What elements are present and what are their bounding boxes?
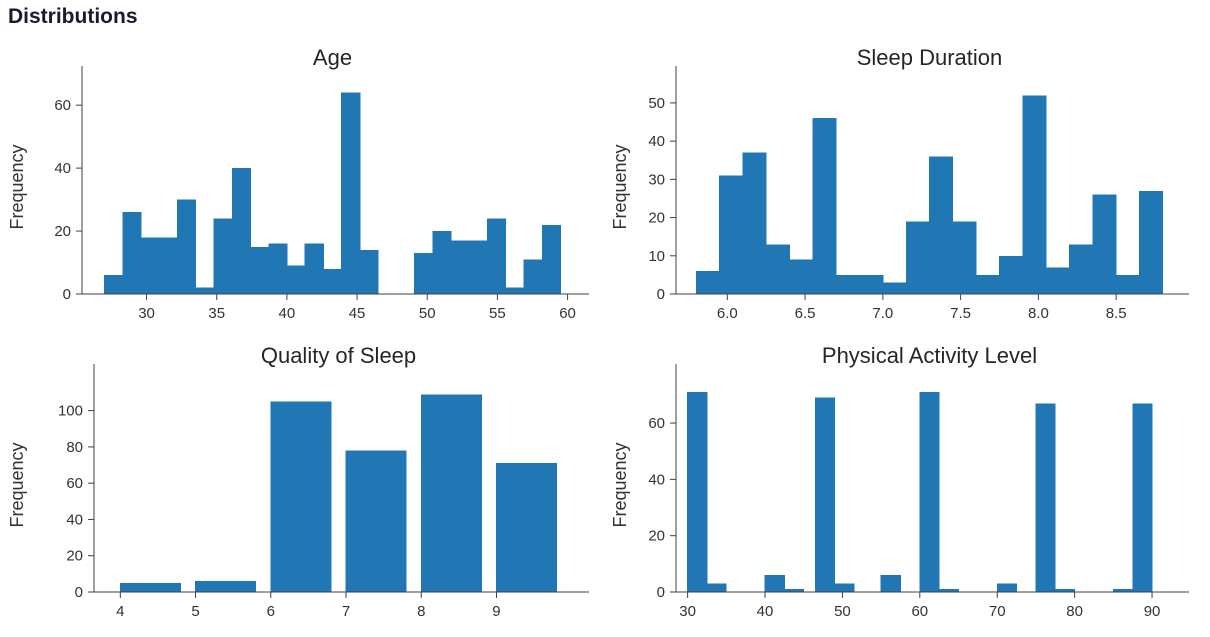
svg-text:0: 0: [657, 584, 665, 601]
svg-text:100: 100: [58, 403, 83, 420]
svg-text:8.5: 8.5: [1106, 305, 1127, 322]
svg-text:0: 0: [75, 584, 83, 601]
svg-text:Age: Age: [313, 45, 352, 70]
svg-text:90: 90: [1144, 603, 1161, 620]
svg-text:40: 40: [757, 603, 774, 620]
svg-text:35: 35: [208, 305, 225, 322]
svg-text:4: 4: [116, 603, 124, 620]
svg-text:80: 80: [66, 439, 83, 456]
svg-text:60: 60: [648, 415, 665, 432]
svg-text:Frequency: Frequency: [610, 442, 630, 527]
svg-text:5: 5: [191, 603, 199, 620]
svg-text:40: 40: [54, 160, 71, 177]
svg-text:20: 20: [54, 223, 71, 240]
svg-text:Sleep Duration: Sleep Duration: [857, 45, 1003, 70]
svg-text:40: 40: [66, 511, 83, 528]
svg-text:Frequency: Frequency: [7, 144, 27, 229]
svg-text:40: 40: [648, 133, 665, 150]
svg-text:40: 40: [279, 305, 296, 322]
svg-text:7.0: 7.0: [872, 305, 893, 322]
svg-text:50: 50: [419, 305, 436, 322]
svg-text:60: 60: [911, 603, 928, 620]
svg-text:Physical Activity Level: Physical Activity Level: [822, 343, 1037, 368]
svg-text:30: 30: [648, 171, 665, 188]
svg-text:45: 45: [349, 305, 366, 322]
svg-text:50: 50: [648, 95, 665, 112]
svg-text:8: 8: [417, 603, 425, 620]
svg-text:7: 7: [342, 603, 350, 620]
svg-text:7.5: 7.5: [950, 305, 971, 322]
svg-text:0: 0: [63, 286, 71, 303]
svg-text:60: 60: [66, 475, 83, 492]
svg-text:8.0: 8.0: [1028, 305, 1049, 322]
svg-text:70: 70: [989, 603, 1006, 620]
svg-text:80: 80: [1066, 603, 1083, 620]
svg-text:10: 10: [648, 248, 665, 265]
svg-text:9: 9: [492, 603, 500, 620]
svg-text:50: 50: [834, 603, 851, 620]
svg-text:60: 60: [54, 97, 71, 114]
svg-text:0: 0: [657, 286, 665, 303]
svg-text:6.5: 6.5: [795, 305, 816, 322]
svg-text:60: 60: [559, 305, 576, 322]
svg-text:Frequency: Frequency: [610, 144, 630, 229]
svg-text:30: 30: [679, 603, 696, 620]
svg-text:6.0: 6.0: [717, 305, 738, 322]
svg-text:55: 55: [489, 305, 506, 322]
svg-text:20: 20: [66, 548, 83, 565]
svg-text:40: 40: [648, 471, 665, 488]
svg-text:Quality of Sleep: Quality of Sleep: [261, 343, 416, 368]
svg-text:6: 6: [267, 603, 275, 620]
svg-text:20: 20: [648, 210, 665, 227]
svg-text:30: 30: [138, 305, 155, 322]
svg-text:Frequency: Frequency: [7, 442, 27, 527]
svg-text:20: 20: [648, 528, 665, 545]
